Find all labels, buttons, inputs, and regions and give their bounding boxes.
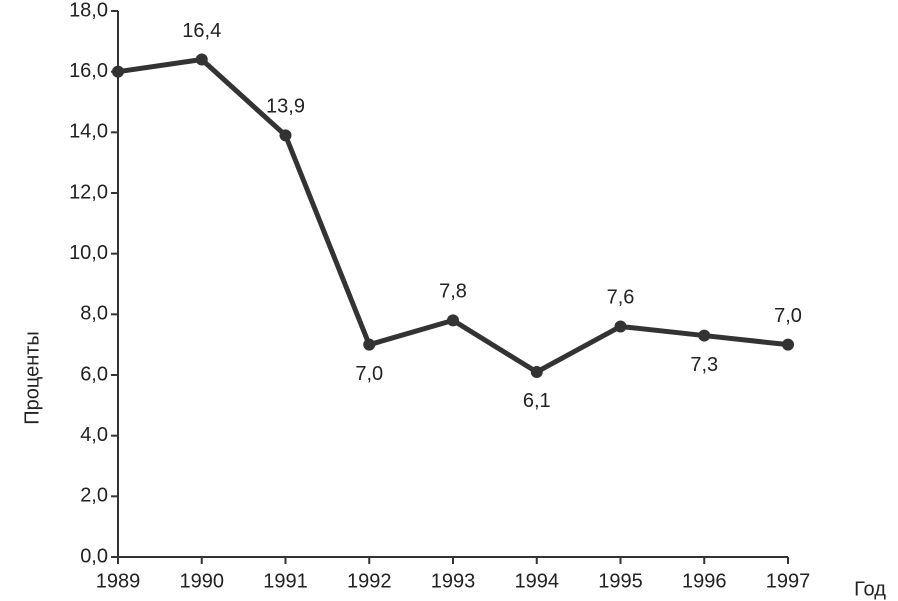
y-tick-label: 0,0 (80, 545, 108, 567)
marker (279, 129, 292, 142)
marker (447, 314, 459, 327)
y-tick-label: 4,0 (80, 424, 108, 446)
marker (195, 53, 208, 66)
data-label: 7,0 (774, 305, 802, 327)
marker (614, 320, 627, 333)
x-tick-label: 1995 (598, 570, 643, 592)
y-tick-label: 16,0 (69, 60, 108, 82)
marker (782, 338, 794, 351)
x-tick-label: 1989 (96, 570, 141, 592)
y-tick-label: 6,0 (80, 363, 108, 385)
y-tick-label: 10,0 (69, 242, 108, 264)
x-tick-label: 1996 (682, 570, 727, 592)
y-tick-label: 8,0 (80, 303, 108, 325)
data-label: 6,1 (523, 390, 551, 412)
marker (363, 338, 376, 351)
x-tick-label: 1991 (263, 570, 308, 592)
y-tick-label: 18,0 (69, 0, 108, 21)
marker (698, 329, 711, 342)
y-tick-label: 14,0 (69, 121, 108, 143)
data-label: 13,9 (266, 96, 305, 118)
x-tick-label: 1990 (180, 570, 225, 592)
data-label: 16,4 (182, 20, 221, 42)
data-label: 7,8 (439, 281, 467, 303)
y-axis-label: Проценты (21, 331, 43, 425)
x-axis-label: Год (854, 578, 886, 600)
data-label: 7,6 (607, 287, 635, 309)
marker (112, 65, 124, 78)
x-tick-label: 1993 (431, 570, 476, 592)
marker (530, 365, 543, 378)
data-label: 7,0 (355, 363, 383, 385)
y-tick-label: 12,0 (69, 181, 108, 203)
x-tick-label: 1992 (347, 570, 392, 592)
x-tick-label: 1994 (515, 570, 560, 592)
x-tick-label: 1997 (766, 570, 811, 592)
y-tick-label: 2,0 (80, 485, 108, 507)
data-label: 7,3 (690, 354, 718, 376)
